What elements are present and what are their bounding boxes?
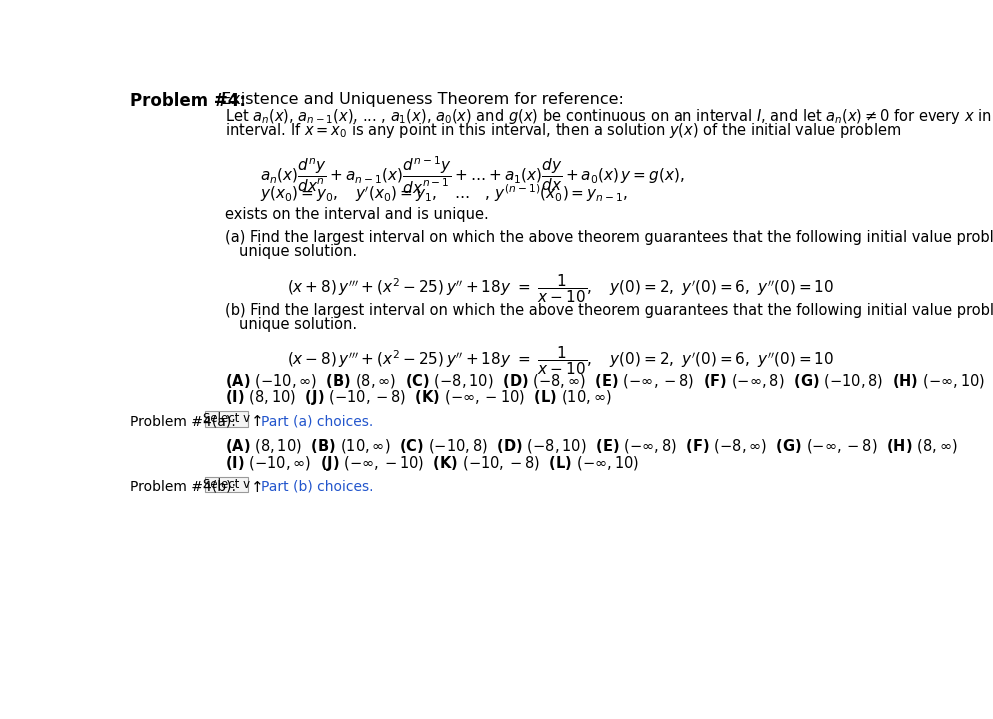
Text: (a) Find the largest interval on which the above theorem guarantees that the fol: (a) Find the largest interval on which t… (224, 230, 993, 245)
Text: $y(x_0) = y_0, \quad y'(x_0) = y_1, \quad \ldots \quad , \,y^{(n-1)}(x_0) = y_{n: $y(x_0) = y_0, \quad y'(x_0) = y_1, \qua… (260, 183, 628, 204)
Text: $\mathbf{(I)}\ (-10,\infty)\ \ \mathbf{(J)}\ (-\infty,-10)\ \ \mathbf{(K)}\ (-10: $\mathbf{(I)}\ (-10,\infty)\ \ \mathbf{(… (224, 454, 638, 472)
Text: interval. If $x = x_0$ is any point in this interval, then a solution $y(x)$ of : interval. If $x = x_0$ is any point in t… (224, 121, 901, 140)
FancyBboxPatch shape (205, 411, 248, 426)
Text: $a_n(x)\dfrac{d^n y}{dx^n} + a_{n-1}(x)\dfrac{d^{n-1} y}{dx^{n-1}} + \ldots + a_: $a_n(x)\dfrac{d^n y}{dx^n} + a_{n-1}(x)\… (260, 155, 684, 196)
Text: Existence and Uniqueness Theorem for reference:: Existence and Uniqueness Theorem for ref… (215, 91, 624, 106)
Text: $(x - 8)\,y''' + (x^2 - 25)\,y'' + 18y \ = \ \dfrac{1}{x-10},\quad y(0) = 2,\ y': $(x - 8)\,y''' + (x^2 - 25)\,y'' + 18y \… (287, 344, 834, 377)
Text: Part (a) choices.: Part (a) choices. (260, 414, 372, 429)
Text: $(x + 8)\,y''' + (x^2 - 25)\,y'' + 18y \ = \ \dfrac{1}{x-10},\quad y(0) = 2,\ y': $(x + 8)\,y''' + (x^2 - 25)\,y'' + 18y \… (287, 272, 834, 305)
Text: Problem #4:: Problem #4: (130, 91, 246, 110)
Text: Part (b) choices.: Part (b) choices. (260, 480, 373, 494)
Text: unique solution.: unique solution. (239, 316, 356, 331)
Text: $\mathbf{(A)}\ (-10,\infty)\ \ \mathbf{(B)}\ (8,\infty)\ \ \mathbf{(C)}\ (-8,10): $\mathbf{(A)}\ (-10,\infty)\ \ \mathbf{(… (224, 372, 985, 390)
Text: (b) Find the largest interval on which the above theorem guarantees that the fol: (b) Find the largest interval on which t… (224, 303, 993, 318)
Text: $\mathbf{(I)}\ (8,10)\ \ \mathbf{(J)}\ (-10,-8)\ \ \mathbf{(K)}\ (-\infty,-10)\ : $\mathbf{(I)}\ (8,10)\ \ \mathbf{(J)}\ (… (224, 388, 612, 407)
FancyBboxPatch shape (205, 477, 248, 492)
Text: unique solution.: unique solution. (239, 244, 356, 259)
Text: Let $a_n(x)$, $a_{n-1}(x)$, ... , $a_1(x)$, $a_0(x)$ and $g(x)$ be continuous on: Let $a_n(x)$, $a_{n-1}(x)$, ... , $a_1(x… (224, 107, 993, 126)
Text: Select v: Select v (203, 413, 250, 426)
Text: $\mathbf{(A)}\ (8,10)\ \ \mathbf{(B)}\ (10,\infty)\ \ \mathbf{(C)}\ (-10,8)\ \ \: $\mathbf{(A)}\ (8,10)\ \ \mathbf{(B)}\ (… (224, 437, 957, 455)
Text: exists on the interval and is unique.: exists on the interval and is unique. (224, 207, 489, 222)
Text: ↑: ↑ (251, 480, 264, 495)
Text: Problem #4(a):: Problem #4(a): (130, 414, 236, 429)
Text: Select v: Select v (203, 478, 250, 491)
Text: ↑: ↑ (251, 414, 264, 429)
Text: Problem #4(b):: Problem #4(b): (130, 480, 236, 494)
